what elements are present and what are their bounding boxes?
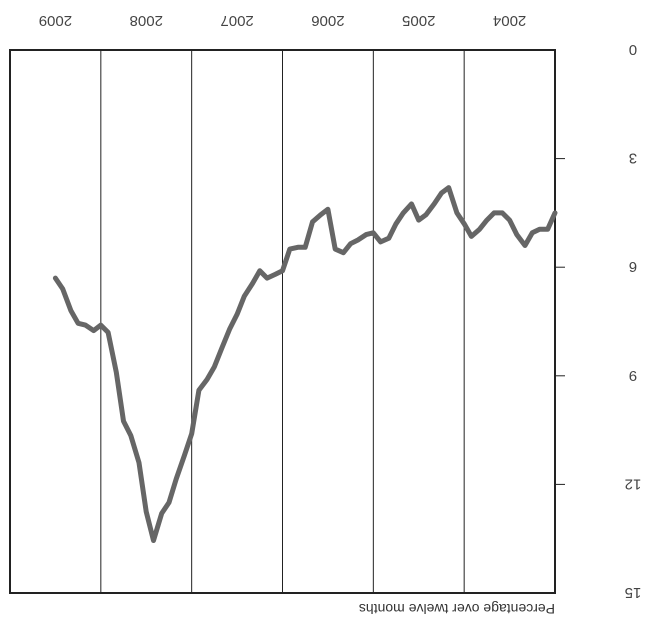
year-label-2007: 2007 <box>220 12 253 29</box>
y-axis-ticks <box>555 158 565 485</box>
year-label-2004: 2004 <box>493 12 526 29</box>
y-axis-tick-labels: 0 3 6 9 12 15 <box>625 41 642 601</box>
y-tick-label-12: 12 <box>625 475 642 492</box>
year-label-2009: 2009 <box>39 12 72 29</box>
y-tick-label-6: 6 <box>629 258 637 275</box>
y-tick-label-15: 15 <box>625 584 642 601</box>
year-label-2006: 2006 <box>311 12 344 29</box>
y-tick-label-3: 3 <box>629 150 637 167</box>
year-label-2005: 2005 <box>402 12 435 29</box>
y-tick-label-0: 0 <box>629 41 637 58</box>
year-label-2008: 2008 <box>130 12 163 29</box>
y-tick-label-9: 9 <box>629 367 637 384</box>
series-line <box>52 185 558 543</box>
y-axis-label: Percentage over twelve months <box>359 601 555 617</box>
year-gridlines <box>100 50 465 593</box>
year-labels: 2004 2005 2006 2007 2008 2009 <box>39 12 527 29</box>
